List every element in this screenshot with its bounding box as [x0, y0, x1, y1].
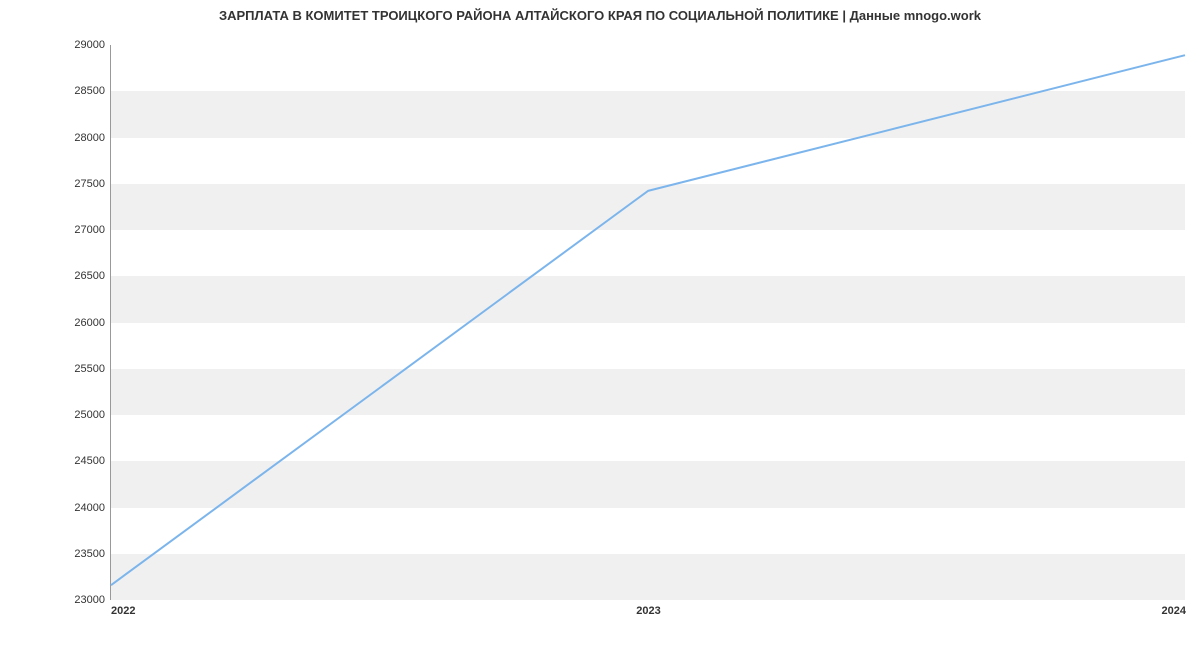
- x-tick-label: 2023: [636, 605, 660, 617]
- x-tick-label: 2024: [1162, 605, 1186, 617]
- y-tick-label: 26500: [74, 270, 105, 282]
- y-tick-label: 28000: [74, 132, 105, 144]
- y-tick-label: 29000: [74, 39, 105, 51]
- line-layer: [111, 45, 1185, 599]
- y-tick-label: 27000: [74, 224, 105, 236]
- y-tick-label: 23500: [74, 548, 105, 560]
- salary-line-chart: ЗАРПЛАТА В КОМИТЕТ ТРОИЦКОГО РАЙОНА АЛТА…: [0, 0, 1200, 650]
- y-tick-label: 26000: [74, 317, 105, 329]
- series-line-salary: [111, 55, 1185, 585]
- y-tick-label: 23000: [74, 594, 105, 606]
- y-tick-label: 28500: [74, 85, 105, 97]
- x-tick-label: 2022: [111, 605, 135, 617]
- y-tick-label: 27500: [74, 178, 105, 190]
- y-tick-label: 25500: [74, 363, 105, 375]
- y-tick-label: 24500: [74, 455, 105, 467]
- plot-area: 2300023500240002450025000255002600026500…: [110, 45, 1185, 600]
- chart-title: ЗАРПЛАТА В КОМИТЕТ ТРОИЦКОГО РАЙОНА АЛТА…: [0, 8, 1200, 23]
- y-tick-label: 25000: [74, 409, 105, 421]
- y-tick-label: 24000: [74, 502, 105, 514]
